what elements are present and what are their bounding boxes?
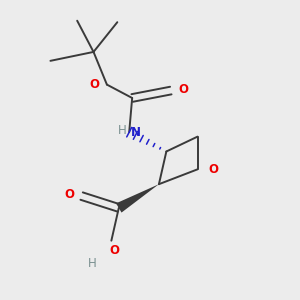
Text: O: O bbox=[89, 78, 100, 91]
Text: O: O bbox=[208, 163, 218, 176]
Text: H: H bbox=[88, 257, 96, 270]
Text: H: H bbox=[118, 124, 126, 137]
Text: N: N bbox=[131, 126, 141, 139]
Text: O: O bbox=[178, 82, 188, 96]
Text: O: O bbox=[64, 188, 74, 201]
Polygon shape bbox=[116, 184, 159, 213]
Text: O: O bbox=[109, 244, 119, 256]
